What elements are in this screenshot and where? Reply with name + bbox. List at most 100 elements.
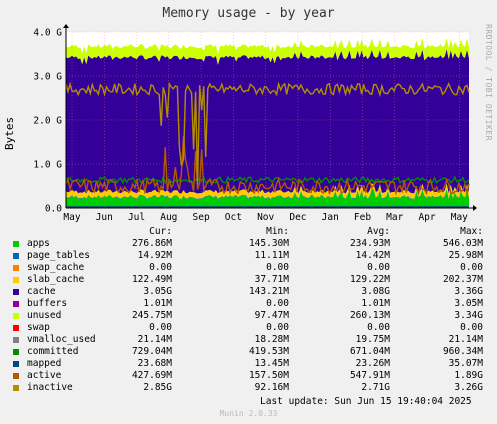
y-tick-label: 1.0 G xyxy=(33,160,62,171)
legend-min-value: 0.00 xyxy=(266,322,289,333)
legend-swatch xyxy=(13,313,19,319)
legend-max-value: 25.98M xyxy=(448,250,483,261)
legend-header-min: Min: xyxy=(266,226,289,237)
legend-swatch xyxy=(13,301,19,307)
legend-header-cur: Cur: xyxy=(149,226,172,237)
x-tick-label: May xyxy=(451,212,468,223)
munin-version: Munin 2.0.33 xyxy=(219,409,278,418)
legend-cur-value: 245.75M xyxy=(131,310,172,321)
legend-min-value: 92.16M xyxy=(254,382,289,393)
legend-avg-value: 0.00 xyxy=(367,322,390,333)
area-apps xyxy=(66,189,469,208)
legend-avg-value: 547.91M xyxy=(349,370,390,381)
legend-max-value: 21.14M xyxy=(448,334,483,345)
legend-max-value: 3.05M xyxy=(454,298,483,309)
x-axis-arrow xyxy=(473,205,477,211)
legend-row-page-tables: page_tables 14.92M 11.11M 14.42M 25.98M xyxy=(0,250,497,262)
legend-name: page_tables xyxy=(27,250,90,261)
legend-min-value: 143.21M xyxy=(248,286,289,297)
area-unused xyxy=(66,38,469,65)
legend-min-value: 157.50M xyxy=(248,370,289,381)
legend-row-unused: unused 245.75M 97.47M 260.13M 3.34G xyxy=(0,310,497,322)
legend-avg-value: 0.00 xyxy=(367,262,390,273)
legend-min-value: 11.11M xyxy=(254,250,289,261)
legend-min-value: 97.47M xyxy=(254,310,289,321)
legend-avg-value: 260.13M xyxy=(349,310,390,321)
legend-cur-value: 23.68M xyxy=(137,358,172,369)
legend-cur-value: 14.92M xyxy=(137,250,172,261)
legend-cur-value: 122.49M xyxy=(131,274,172,285)
legend-swatch xyxy=(13,241,19,247)
legend-min-value: 37.71M xyxy=(254,274,289,285)
x-tick-label: Jun xyxy=(96,212,113,223)
legend-name: unused xyxy=(27,310,62,321)
legend-row-inactive: inactive 2.85G 92.16M 2.71G 3.26G xyxy=(0,382,497,394)
legend-max-value: 202.37M xyxy=(442,274,483,285)
legend-row-committed: committed 729.04M 419.53M 671.04M 960.34M xyxy=(0,346,497,358)
legend-min-value: 419.53M xyxy=(248,346,289,357)
chart-area: 0.0 1.0 G 2.0 G 3.0 G 4.0 G May Jun Jul Aug Sep Oc… xyxy=(33,24,477,223)
legend-swatch xyxy=(13,289,19,295)
legend-name: active xyxy=(27,370,62,381)
legend-name: mapped xyxy=(27,358,62,369)
legend-max-value: 0.00 xyxy=(460,262,483,273)
legend-cur-value: 0.00 xyxy=(149,322,172,333)
legend-min-value: 13.45M xyxy=(254,358,289,369)
legend-max-value: 960.34M xyxy=(442,346,483,357)
legend-max-value: 35.07M xyxy=(448,358,483,369)
area-slab-cache xyxy=(66,183,469,199)
legend-name: apps xyxy=(27,238,50,249)
legend-cur-value: 276.86M xyxy=(131,238,172,249)
legend-avg-value: 19.75M xyxy=(355,334,390,345)
legend-swatch xyxy=(13,385,19,391)
legend-name: vmalloc_used xyxy=(27,334,96,345)
legend-row-buffers: buffers 1.01M 0.00 1.01M 3.05M xyxy=(0,298,497,310)
legend-row-cache: cache 3.05G 143.21M 3.08G 3.36G xyxy=(0,286,497,298)
y-axis-arrow xyxy=(63,24,69,28)
legend-name: swap xyxy=(27,322,50,333)
legend-row-apps: apps 276.86M 145.30M 234.93M 546.03M xyxy=(0,238,497,250)
legend-avg-value: 2.71G xyxy=(361,382,390,393)
x-tick-label: Oct xyxy=(225,212,242,223)
legend-row-slab-cache: slab_cache 122.49M 37.71M 129.22M 202.37M xyxy=(0,274,497,286)
legend-row-vmalloc-used: vmalloc_used 21.14M 18.28M 19.75M 21.14M xyxy=(0,334,497,346)
legend-cur-value: 729.04M xyxy=(131,346,172,357)
legend-cur-value: 427.69M xyxy=(131,370,172,381)
legend-name: committed xyxy=(27,346,79,357)
x-tick-label: Jan xyxy=(322,212,339,223)
y-tick-label: 3.0 G xyxy=(33,72,62,83)
x-tick-label: May xyxy=(63,212,80,223)
legend-cur-value: 1.01M xyxy=(143,298,172,309)
x-tick-label: Sep xyxy=(193,212,210,223)
legend-min-value: 18.28M xyxy=(254,334,289,345)
legend-row-swap-cache: swap_cache 0.00 0.00 0.00 0.00 xyxy=(0,262,497,274)
legend-avg-value: 23.26M xyxy=(355,358,390,369)
area-cache xyxy=(66,49,469,194)
legend-swatch xyxy=(13,325,19,331)
x-tick-label: Aug xyxy=(160,212,177,223)
legend-name: cache xyxy=(27,286,56,297)
legend-swatch xyxy=(13,265,19,271)
legend-header-max: Max: xyxy=(460,226,483,237)
x-tick-label: Mar xyxy=(386,212,403,223)
legend-cur-value: 0.00 xyxy=(149,262,172,273)
legend-max-value: 1.89G xyxy=(454,370,483,381)
legend-row-active: active 427.69M 157.50M 547.91M 1.89G xyxy=(0,370,497,382)
legend-name: slab_cache xyxy=(27,274,85,285)
legend-cur-value: 3.05G xyxy=(143,286,172,297)
legend-avg-value: 671.04M xyxy=(349,346,390,357)
legend-header-avg: Avg: xyxy=(367,226,390,237)
y-tick-label: 2.0 G xyxy=(33,116,62,127)
legend-swatch xyxy=(13,361,19,367)
legend-header: Cur: Min: Avg: Max: xyxy=(0,226,497,238)
legend-avg-value: 129.22M xyxy=(349,274,390,285)
line-committed xyxy=(65,174,470,185)
y-tick-label: 0.0 xyxy=(45,204,62,215)
y-tick-label: 4.0 G xyxy=(33,28,62,39)
last-update: Last update: Sun Jun 15 19:40:04 2025 xyxy=(260,396,472,407)
x-tick-label: Feb xyxy=(354,212,371,223)
x-tick-label: Dec xyxy=(289,212,306,223)
legend-swatch xyxy=(13,277,19,283)
legend-name: swap_cache xyxy=(27,262,85,273)
chart-title: Memory usage - by year xyxy=(162,6,335,21)
